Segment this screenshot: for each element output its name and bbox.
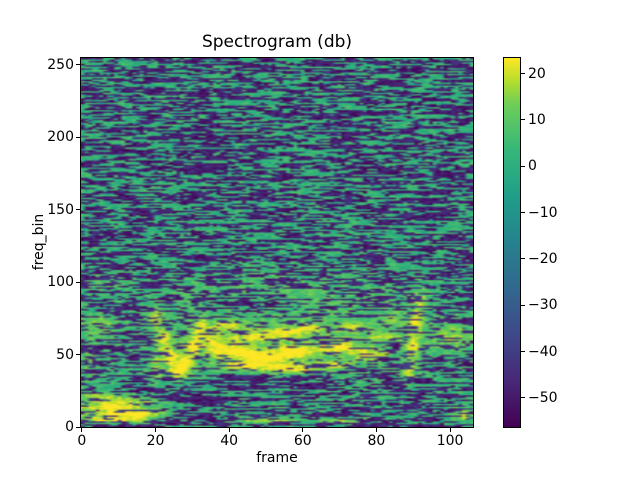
- colorbar-tick-label: −50: [528, 389, 558, 406]
- x-axis-tick: [154, 428, 156, 432]
- colorbar-tick: [521, 212, 525, 214]
- colorbar-tick-label: −40: [528, 343, 558, 360]
- y-axis-tick-label: 100: [47, 274, 74, 291]
- y-axis-tick-label: 250: [47, 56, 74, 73]
- colorbar-tick-label: −10: [528, 204, 558, 221]
- x-axis-tick-label: 80: [367, 433, 386, 449]
- colorbar: [503, 57, 521, 428]
- chart-title: Spectrogram (db): [201, 32, 353, 52]
- colorbar-tick: [521, 397, 525, 399]
- y-axis-tick-label: 0: [65, 419, 74, 436]
- x-axis-tick-label: 20: [146, 433, 165, 449]
- x-axis-tick-label: 100: [436, 433, 464, 449]
- x-axis-tick: [81, 428, 83, 432]
- y-axis-tick: [76, 281, 80, 283]
- y-axis-tick-label: 200: [47, 129, 74, 146]
- x-axis-tick: [228, 428, 230, 432]
- x-axis-tick-label: 40: [220, 433, 239, 449]
- colorbar-tick-label: 0: [528, 158, 537, 175]
- x-axis-tick-label: 0: [77, 433, 87, 449]
- spectrogram-heatmap: [81, 58, 473, 427]
- y-axis-label: freq_bin: [31, 213, 47, 271]
- x-axis-tick: [449, 428, 451, 432]
- colorbar-tick: [521, 258, 525, 260]
- x-axis-tick-label: 60: [293, 433, 312, 449]
- colorbar-tick-label: −30: [528, 297, 558, 314]
- plot-area: [80, 57, 474, 428]
- y-axis-tick: [76, 136, 80, 138]
- colorbar-tick: [521, 351, 525, 353]
- y-axis-tick-label: 150: [47, 201, 74, 218]
- colorbar-gradient: [504, 58, 520, 427]
- colorbar-tick: [521, 119, 525, 121]
- y-axis-tick-label: 50: [56, 346, 74, 363]
- colorbar-tick-label: 10: [528, 111, 546, 128]
- colorbar-tick-label: 20: [528, 65, 546, 82]
- x-axis-tick: [375, 428, 377, 432]
- y-axis-tick: [76, 209, 80, 211]
- colorbar-tick-label: −20: [528, 250, 558, 267]
- colorbar-tick: [521, 73, 525, 75]
- x-axis-label: frame: [256, 450, 298, 466]
- colorbar-tick: [521, 304, 525, 306]
- x-axis-tick: [302, 428, 304, 432]
- y-axis-tick: [76, 354, 80, 356]
- y-axis-tick: [76, 426, 80, 428]
- y-axis-tick: [76, 64, 80, 66]
- colorbar-tick: [521, 165, 525, 167]
